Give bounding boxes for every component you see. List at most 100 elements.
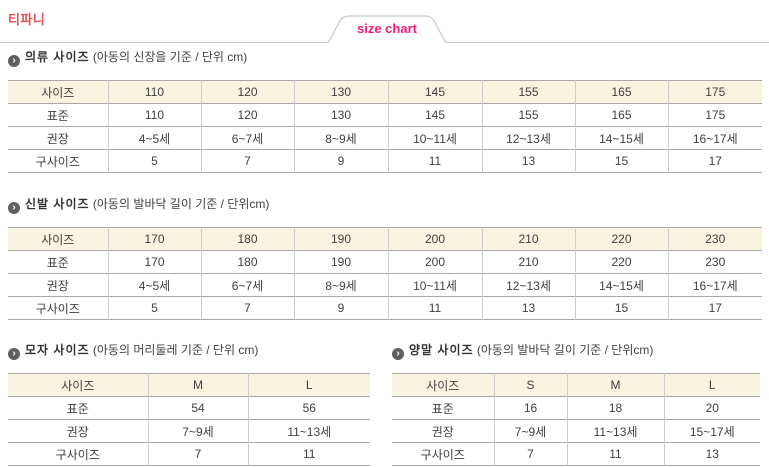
section-title-text: 모자 사이즈 <box>25 343 90 357</box>
table-cell: 17 <box>667 296 762 320</box>
table-header-row: 사이즈 170 180 190 200 210 220 230 <box>8 227 762 251</box>
section-hat-size: › 모자 사이즈 (아동의 머리둘레 기준 / 단위 cm) 사이즈 M L 표준 54… <box>8 343 372 466</box>
table-header-row: 사이즈 110 120 130 145 155 165 175 <box>8 80 762 104</box>
table-row: 권장 4~5세 6~7세 8~9세 10~11세 12~13세 14~15세 16~17세 <box>8 273 762 297</box>
table-cell: 9 <box>293 296 388 320</box>
table-cell: L <box>247 373 370 397</box>
table-cell: 11~13세 <box>566 419 664 443</box>
table-cell: 7 <box>200 149 294 173</box>
table-cell: 175 <box>667 80 762 104</box>
table-cell: 13 <box>663 442 760 466</box>
table-row: 구사이즈 7 11 <box>8 442 370 466</box>
brand-logo: 티파니 <box>8 12 46 27</box>
table-cell: 11 <box>247 442 370 466</box>
table-row: 권장 7~9세 11~13세 15~17세 <box>392 419 760 443</box>
table-cell: 110 <box>107 80 201 104</box>
table-cell: 210 <box>481 227 575 251</box>
table-cell: 10~11세 <box>387 273 482 297</box>
table-cell: 15~17세 <box>663 419 760 443</box>
table-header-row: 사이즈 S M L <box>392 373 760 397</box>
row-label-cell: 표준 <box>66 401 89 416</box>
table-cell: 15 <box>574 296 668 320</box>
table-cell: 110 <box>107 103 201 127</box>
table-cell: 6~7세 <box>200 273 294 297</box>
table-cell: 7 <box>493 442 567 466</box>
section-note: (아동의 머리둘레 기준 / 단위 cm) <box>92 343 259 357</box>
table-cell: 230 <box>667 250 762 274</box>
row-label-cell: 구사이즈 <box>420 447 465 462</box>
row-label-cell: 표준 <box>431 401 454 416</box>
table-cell: 180 <box>200 227 294 251</box>
section-note: (아동의 신장을 기준 / 단위 cm) <box>92 50 248 64</box>
table-cell: 7~9세 <box>493 419 567 443</box>
table-cell: 16~17세 <box>667 273 762 297</box>
table-row: 권장 7~9세 11~13세 <box>8 419 370 443</box>
table-cell: 14~15세 <box>574 126 668 150</box>
table-cell: M <box>566 373 664 397</box>
section-clothing-size: › 의류 사이즈 (아동의 신장을 기준 / 단위 cm) 사이즈 110 120 13… <box>8 50 769 173</box>
table-cell: 180 <box>200 250 294 274</box>
bottom-sections-row: › 모자 사이즈 (아동의 머리둘레 기준 / 단위 cm) 사이즈 M L 표준 54… <box>8 343 769 466</box>
table-row: 표준 54 56 <box>8 396 370 420</box>
row-label-cell: 표준 <box>46 255 69 270</box>
section-bullet-icon: › <box>8 202 20 214</box>
table-cell: 15 <box>574 149 668 173</box>
section-note: (아동의 발바닥 길이 기준 / 단위cm) <box>92 197 270 211</box>
section-bullet-icon: › <box>8 348 20 360</box>
table-cell: 4~5세 <box>107 126 201 150</box>
table-cell: 170 <box>107 227 201 251</box>
tab-size-chart[interactable]: size chart <box>327 15 447 43</box>
section-hat-title: › 모자 사이즈 (아동의 머리둘레 기준 / 단위 cm) <box>8 343 372 360</box>
table-cell: 12~13세 <box>481 273 575 297</box>
section-sock-title: › 양말 사이즈 (아동의 발바닥 길이 기준 / 단위cm) <box>392 343 768 360</box>
table-cell: 10~11세 <box>387 126 482 150</box>
table-cell: 16 <box>493 396 567 420</box>
table-cell: 5 <box>107 149 201 173</box>
page-header: 티파니 size chart <box>0 0 769 43</box>
table-cell: 120 <box>200 80 294 104</box>
table-cell: 11~13세 <box>247 419 370 443</box>
row-label-cell: 권장 <box>431 424 454 439</box>
table-cell: 190 <box>293 250 388 274</box>
clothing-size-table: 사이즈 110 120 130 145 155 165 175 표준 110 120 130 145 1… <box>8 80 762 173</box>
section-bullet-icon: › <box>392 348 404 360</box>
sock-size-table: 사이즈 S M L 표준 16 18 20 권장 7~9세 11~13세 15~17세 구사이즈 7… <box>392 373 760 466</box>
row-label-cell: 사이즈 <box>8 80 108 104</box>
table-cell: 8~9세 <box>293 126 388 150</box>
section-shoe-title: › 신발 사이즈 (아동의 발바닥 길이 기준 / 단위cm) <box>8 197 769 214</box>
shoe-size-table: 사이즈 170 180 190 200 210 220 230 표준 170 180 190 200 2… <box>8 227 762 320</box>
table-cell: 54 <box>147 396 248 420</box>
table-cell: 11 <box>566 442 664 466</box>
table-cell: 18 <box>566 396 664 420</box>
table-row: 구사이즈 5 7 9 11 13 15 17 <box>8 149 762 173</box>
table-cell: 170 <box>107 250 201 274</box>
table-cell: 220 <box>574 227 668 251</box>
table-cell: 130 <box>293 80 388 104</box>
table-cell: 155 <box>481 103 575 127</box>
row-label-cell: 권장 <box>46 278 69 293</box>
row-label-cell: 표준 <box>46 108 69 123</box>
tab-size-chart-label[interactable]: size chart <box>357 21 417 36</box>
table-row: 구사이즈 7 11 13 <box>392 442 760 466</box>
table-row: 구사이즈 5 7 9 11 13 15 17 <box>8 296 762 320</box>
table-cell: 8~9세 <box>293 273 388 297</box>
table-cell: 230 <box>667 227 762 251</box>
section-shoe-size: › 신발 사이즈 (아동의 발바닥 길이 기준 / 단위cm) 사이즈 170 180… <box>8 197 769 320</box>
table-cell: 11 <box>387 296 482 320</box>
row-label-cell: 사이즈 <box>392 373 494 397</box>
section-title-text: 의류 사이즈 <box>25 50 90 64</box>
table-header-row: 사이즈 M L <box>8 373 370 397</box>
section-sock-size: › 양말 사이즈 (아동의 발바닥 길이 기준 / 단위cm) 사이즈 S M L 표준… <box>392 343 768 466</box>
table-cell: 165 <box>574 80 668 104</box>
table-cell: 165 <box>574 103 668 127</box>
table-cell: 5 <box>107 296 201 320</box>
table-row: 권장 4~5세 6~7세 8~9세 10~11세 12~13세 14~15세 16~17세 <box>8 126 762 150</box>
table-cell: 13 <box>481 149 575 173</box>
table-row: 표준 110 120 130 145 155 165 175 <box>8 103 762 127</box>
table-cell: L <box>663 373 760 397</box>
row-label-cell: 권장 <box>46 131 69 146</box>
hat-size-table: 사이즈 M L 표준 54 56 권장 7~9세 11~13세 구사이즈 7 11 <box>8 373 370 466</box>
table-cell: 130 <box>293 103 388 127</box>
section-note: (아동의 발바닥 길이 기준 / 단위cm) <box>476 343 654 357</box>
table-cell: 7~9세 <box>147 419 248 443</box>
